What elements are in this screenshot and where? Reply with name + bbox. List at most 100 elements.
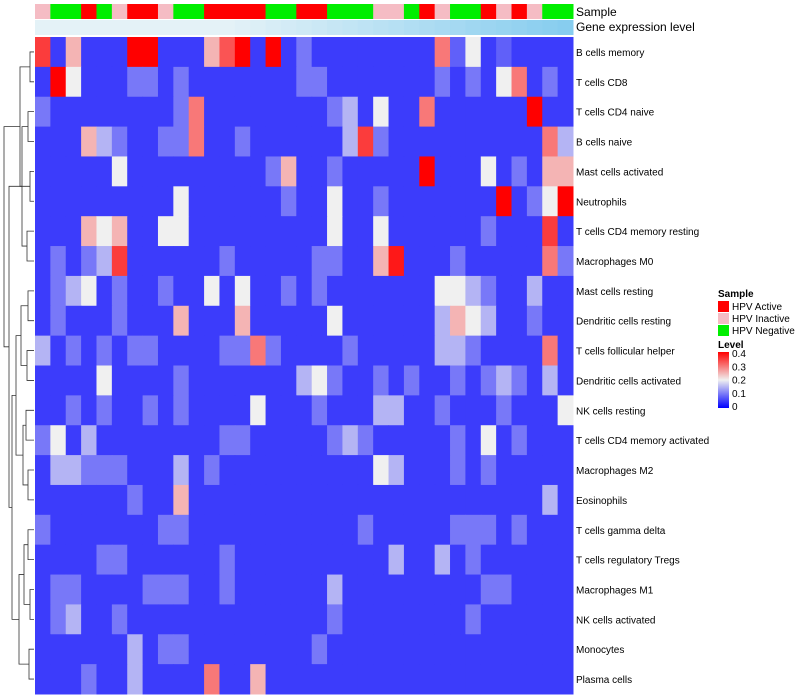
heatmap-cell — [434, 156, 451, 187]
heatmap-cell — [204, 664, 220, 695]
heatmap-cell — [81, 37, 97, 68]
heatmap-cell — [265, 216, 282, 247]
heatmap-cell — [127, 96, 144, 128]
heatmap-cell — [542, 335, 559, 366]
heatmap-cell — [480, 305, 497, 337]
heatmap-cell — [173, 305, 190, 337]
heatmap-cell — [234, 484, 251, 516]
heatmap-cell — [296, 574, 313, 605]
heatmap-cell — [265, 335, 282, 366]
heatmap-cell — [204, 246, 220, 277]
heatmap-cell — [234, 604, 251, 635]
heatmap-cell — [480, 574, 497, 605]
heatmap-cell — [465, 634, 482, 665]
sample-annotation-cell — [450, 4, 466, 19]
heatmap-cell — [388, 126, 405, 157]
heatmap-cell — [342, 186, 359, 217]
heatmap-cell — [157, 455, 174, 486]
row-label: T cells CD4 memory resting — [576, 227, 699, 238]
sample-annotation-cell — [357, 4, 374, 19]
heatmap-cell — [450, 514, 466, 546]
row-label: T cells follicular helper — [576, 347, 675, 358]
heatmap-cell — [357, 604, 374, 635]
heatmap-cell — [219, 664, 236, 695]
heatmap-cell — [542, 96, 559, 128]
heatmap-cell — [450, 664, 466, 695]
heatmap-cell — [96, 365, 113, 396]
heatmap-cell — [511, 275, 528, 307]
heatmap-cell — [434, 574, 451, 605]
heatmap-cell — [188, 305, 205, 337]
heatmap-cell — [50, 335, 67, 366]
heatmap-cell — [219, 96, 236, 128]
heatmap-cell — [250, 305, 267, 337]
heatmap-cell — [219, 484, 236, 516]
heatmap-cell — [188, 604, 205, 635]
heatmap-cell — [157, 604, 174, 635]
heatmap-cell — [403, 156, 420, 187]
heatmap-cell — [434, 66, 451, 98]
heatmap-cell — [388, 216, 405, 247]
heatmap-cell — [96, 574, 113, 605]
heatmap-cell — [450, 66, 466, 98]
heatmap-cell — [327, 275, 343, 307]
heatmap-cell — [311, 275, 328, 307]
heatmap-cell — [204, 425, 220, 456]
heatmap-cell — [480, 634, 497, 665]
heatmap-cell — [542, 365, 559, 396]
heatmap-cell — [511, 574, 528, 605]
heatmap-cell — [204, 37, 220, 68]
heatmap-cell — [434, 96, 451, 128]
heatmap-cell — [157, 126, 174, 157]
heatmap-cell — [173, 275, 190, 307]
heatmap-cell — [542, 126, 559, 157]
heatmap-cell — [250, 186, 267, 217]
expression-annotation-cell — [465, 20, 482, 35]
heatmap-cell — [96, 335, 113, 366]
expression-track-label: Gene expression level — [576, 20, 695, 34]
heatmap-cell — [434, 425, 451, 456]
heatmap-cell — [219, 514, 236, 546]
heatmap-cell — [96, 216, 113, 247]
heatmap-cell — [296, 126, 313, 157]
heatmap-cell — [96, 395, 113, 426]
heatmap-cell — [357, 544, 374, 576]
heatmap-cell — [419, 395, 436, 426]
heatmap-cell — [35, 216, 51, 247]
heatmap-cell — [511, 425, 528, 456]
heatmap-cell — [526, 66, 543, 98]
heatmap-cell — [280, 634, 297, 665]
heatmap-cell — [296, 634, 313, 665]
heatmap-cell — [403, 395, 420, 426]
heatmap-cell — [373, 156, 390, 187]
heatmap-cell — [434, 634, 451, 665]
heatmap-cell — [434, 305, 451, 337]
heatmap-cell — [188, 37, 205, 68]
heatmap-cell — [480, 246, 497, 277]
heatmap-cell — [465, 574, 482, 605]
heatmap-cell — [250, 216, 267, 247]
sample-annotation-cell — [219, 4, 236, 19]
heatmap-cell — [311, 96, 328, 128]
heatmap-cell — [419, 455, 436, 486]
sample-annotation-cell — [419, 4, 436, 19]
heatmap-cell — [526, 574, 543, 605]
heatmap-cell — [311, 186, 328, 217]
heatmap-cell — [419, 305, 436, 337]
heatmap-cell — [526, 305, 543, 337]
heatmap-cell — [388, 305, 405, 337]
heatmap-cell — [157, 664, 174, 695]
heatmap-cell — [81, 365, 97, 396]
heatmap-cell — [496, 455, 513, 486]
heatmap-cell — [480, 275, 497, 307]
heatmap-cell — [496, 246, 513, 277]
heatmap-cell — [234, 425, 251, 456]
heatmap-cell — [35, 455, 51, 486]
heatmap-cell — [35, 156, 51, 187]
heatmap-cell — [35, 96, 51, 128]
heatmap-cell — [127, 365, 144, 396]
heatmap-cell — [327, 604, 343, 635]
heatmap-cell — [296, 484, 313, 516]
heatmap-cell — [342, 395, 359, 426]
heatmap-cell — [296, 186, 313, 217]
